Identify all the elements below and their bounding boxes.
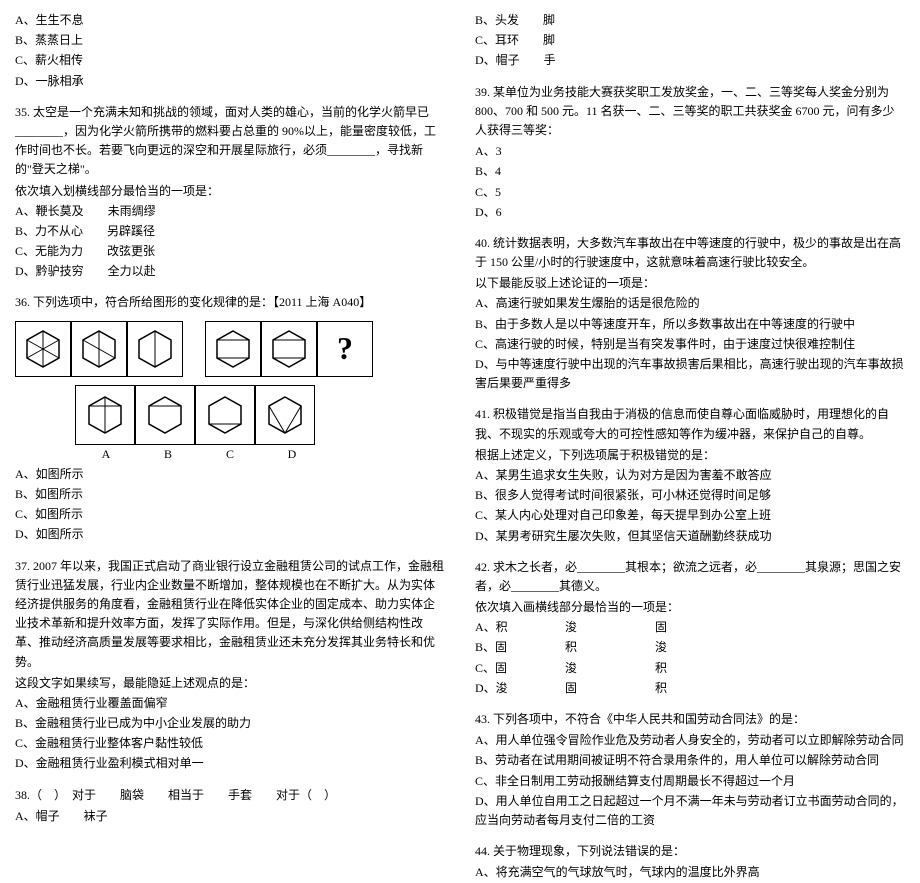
opt: D、一脉相承: [15, 72, 445, 91]
hexagon-icon: [205, 321, 261, 377]
opt: B、固积浚: [475, 638, 905, 657]
opt: D、用人单位自用工之日起超过一个月不满一年未与劳动者订立书面劳动合同的，应当向劳…: [475, 792, 905, 830]
q35-stem: 35. 太空是一个充满未知和挑战的领域，面对人类的雄心，当前的化学火箭早已___…: [15, 103, 445, 180]
q40-sub: 以下最能反驳上述论证的一项是：: [475, 274, 905, 293]
hexagon-icon: [75, 385, 135, 445]
opt: C、高速行驶的时候，特别是当有突发事件时，由于速度过快很难控制住: [475, 335, 905, 354]
opt: A、某男生追求女生失败，认为对方是因为害羞不敢答应: [475, 466, 905, 485]
opt: A、生生不息: [15, 11, 445, 30]
hexagon-icon: [15, 321, 71, 377]
hexagon-icon: [261, 321, 317, 377]
q39-stem: 39. 某单位为业务技能大赛获奖职工发放奖金，一、二、三等奖每人奖金分别为 80…: [475, 83, 905, 141]
hexagon-icon: [255, 385, 315, 445]
q40-stem: 40. 统计数据表明，大多数汽车事故出在中等速度的行驶中，极少的事故是出在高于 …: [475, 234, 905, 272]
opt: B、很多人觉得考试时间很紧张，可小林还觉得时间足够: [475, 486, 905, 505]
hex-group-left: [15, 321, 183, 377]
q38-rest: B、头发 脚 C、耳环 脚 D、帽子 手: [475, 11, 905, 71]
opt: B、头发 脚: [475, 11, 905, 30]
q37-stem: 37. 2007 年以来，我国正式启动了商业银行设立金融租赁公司的试点工作，金融…: [15, 557, 445, 672]
q38-stem: 38.（ ） 对于 脑袋 相当于 手套 对于（ ）: [15, 786, 445, 805]
question-mark-icon: ?: [317, 321, 373, 377]
q43: 43. 下列各项中，不符合《中华人民共和国劳动合同法》的是： A、用人单位强令冒…: [475, 710, 905, 830]
opt: A、鞭长莫及 未雨绸缪: [15, 202, 445, 221]
q35: 35. 太空是一个充满未知和挑战的领域，面对人类的雄心，当前的化学火箭早已___…: [15, 103, 445, 282]
label: C: [199, 445, 261, 464]
q41-stem: 41. 积极错觉是指当自我由于消极的信息而使自尊心面临威胁时，用理想化的自我、不…: [475, 405, 905, 443]
opt: C、金融租赁行业整体客户黏性较低: [15, 734, 445, 753]
q41-sub: 根据上述定义，下列选项属于积极错觉的是：: [475, 446, 905, 465]
left-column: A、生生不息 B、蒸蒸日上 C、薪火相传 D、一脉相承 35. 太空是一个充满未…: [0, 0, 460, 651]
q34-options: A、生生不息 B、蒸蒸日上 C、薪火相传 D、一脉相承: [15, 11, 445, 91]
q36-figure-row1: ?: [15, 321, 445, 377]
hexagon-icon: [71, 321, 127, 377]
opt: C、固浚积: [475, 659, 905, 678]
opt: D、浚固积: [475, 679, 905, 698]
opt: D、帽子 手: [475, 51, 905, 70]
label: B: [137, 445, 199, 464]
opt: D、6: [475, 203, 905, 222]
opt: D、金融租赁行业盈利模式相对单一: [15, 754, 445, 773]
opt: D、黔驴技穷 全力以赴: [15, 262, 445, 281]
opt: B、由于多数人是以中等速度开车，所以多数事故出在中等速度的行驶中: [475, 315, 905, 334]
opt: D、某男考研究生屡次失败，但其坚信天道酬勤终获成功: [475, 527, 905, 546]
opt: A、积浚固: [475, 618, 905, 637]
opt: B、4: [475, 162, 905, 181]
q39: 39. 某单位为业务技能大赛获奖职工发放奖金，一、二、三等奖每人奖金分别为 80…: [475, 83, 905, 222]
opt: D、与中等速度行驶中出现的汽车事故损害后果相比，高速行驶出现的汽车事故损害后果要…: [475, 355, 905, 393]
opt: B、如图所示: [15, 485, 445, 504]
opt: A、如图所示: [15, 465, 445, 484]
opt: A、将充满空气的气球放气时，气球内的温度比外界高: [475, 863, 905, 882]
q44: 44. 关于物理现象，下列说法错误的是： A、将充满空气的气球放气时，气球内的温…: [475, 842, 905, 882]
q35-sub: 依次填入划横线部分最恰当的一项是：: [15, 182, 445, 201]
opt: B、蒸蒸日上: [15, 31, 445, 50]
opt: C、非全日制用工劳动报酬结算支付周期最长不得超过一个月: [475, 772, 905, 791]
q36: 36. 下列选项中，符合所给图形的变化规律的是：【2011 上海 A040】: [15, 293, 445, 544]
opt: C、无能为力 改弦更张: [15, 242, 445, 261]
q41: 41. 积极错觉是指当自我由于消极的信息而使自尊心面临威胁时，用理想化的自我、不…: [475, 405, 905, 545]
q37-sub: 这段文字如果续写，最能隐延上述观点的是：: [15, 674, 445, 693]
q44-stem: 44. 关于物理现象，下列说法错误的是：: [475, 842, 905, 861]
spacer: [189, 321, 199, 377]
opt: C、5: [475, 183, 905, 202]
q38: 38.（ ） 对于 脑袋 相当于 手套 对于（ ） A、帽子 袜子: [15, 786, 445, 826]
opt: C、耳环 脚: [475, 31, 905, 50]
opt: C、如图所示: [15, 505, 445, 524]
q42-stem: 42. 求木之长者，必________其根本；欲流之远者，必________其泉…: [475, 558, 905, 596]
q40: 40. 统计数据表明，大多数汽车事故出在中等速度的行驶中，极少的事故是出在高于 …: [475, 234, 905, 394]
q37: 37. 2007 年以来，我国正式启动了商业银行设立金融租赁公司的试点工作，金融…: [15, 557, 445, 774]
q42-sub: 依次填入画横线部分最恰当的一项是：: [475, 598, 905, 617]
q43-stem: 43. 下列各项中，不符合《中华人民共和国劳动合同法》的是：: [475, 710, 905, 729]
opt: A、用人单位强令冒险作业危及劳动者人身安全的，劳动者可以立即解除劳动合同: [475, 731, 905, 750]
q42: 42. 求木之长者，必________其根本；欲流之远者，必________其泉…: [475, 558, 905, 698]
opt: A、3: [475, 142, 905, 161]
opt: A、高速行驶如果发生爆胎的话是很危险的: [475, 294, 905, 313]
opt: A、金融租赁行业覆盖面偏窄: [15, 694, 445, 713]
hexagon-icon: [135, 385, 195, 445]
hex-group-right: ?: [205, 321, 373, 377]
opt: C、某人内心处理对自己印象差，每天提早到办公室上班: [475, 506, 905, 525]
hexagon-icon: [127, 321, 183, 377]
opt: C、薪火相传: [15, 51, 445, 70]
right-column: B、头发 脚 C、耳环 脚 D、帽子 手 39. 某单位为业务技能大赛获奖职工发…: [460, 0, 920, 651]
q36-answer-row: [75, 385, 445, 445]
hexagon-icon: [195, 385, 255, 445]
label: D: [261, 445, 323, 464]
opt: B、劳动者在试用期间被证明不符合录用条件的，用人单位可以解除劳动合同: [475, 751, 905, 770]
q36-answer-labels: A B C D: [75, 445, 445, 464]
label: A: [75, 445, 137, 464]
opt: A、帽子 袜子: [15, 807, 445, 826]
opt: B、金融租赁行业已成为中小企业发展的助力: [15, 714, 445, 733]
opt: D、如图所示: [15, 525, 445, 544]
opt: B、力不从心 另辟蹊径: [15, 222, 445, 241]
q36-stem: 36. 下列选项中，符合所给图形的变化规律的是：【2011 上海 A040】: [15, 293, 445, 312]
